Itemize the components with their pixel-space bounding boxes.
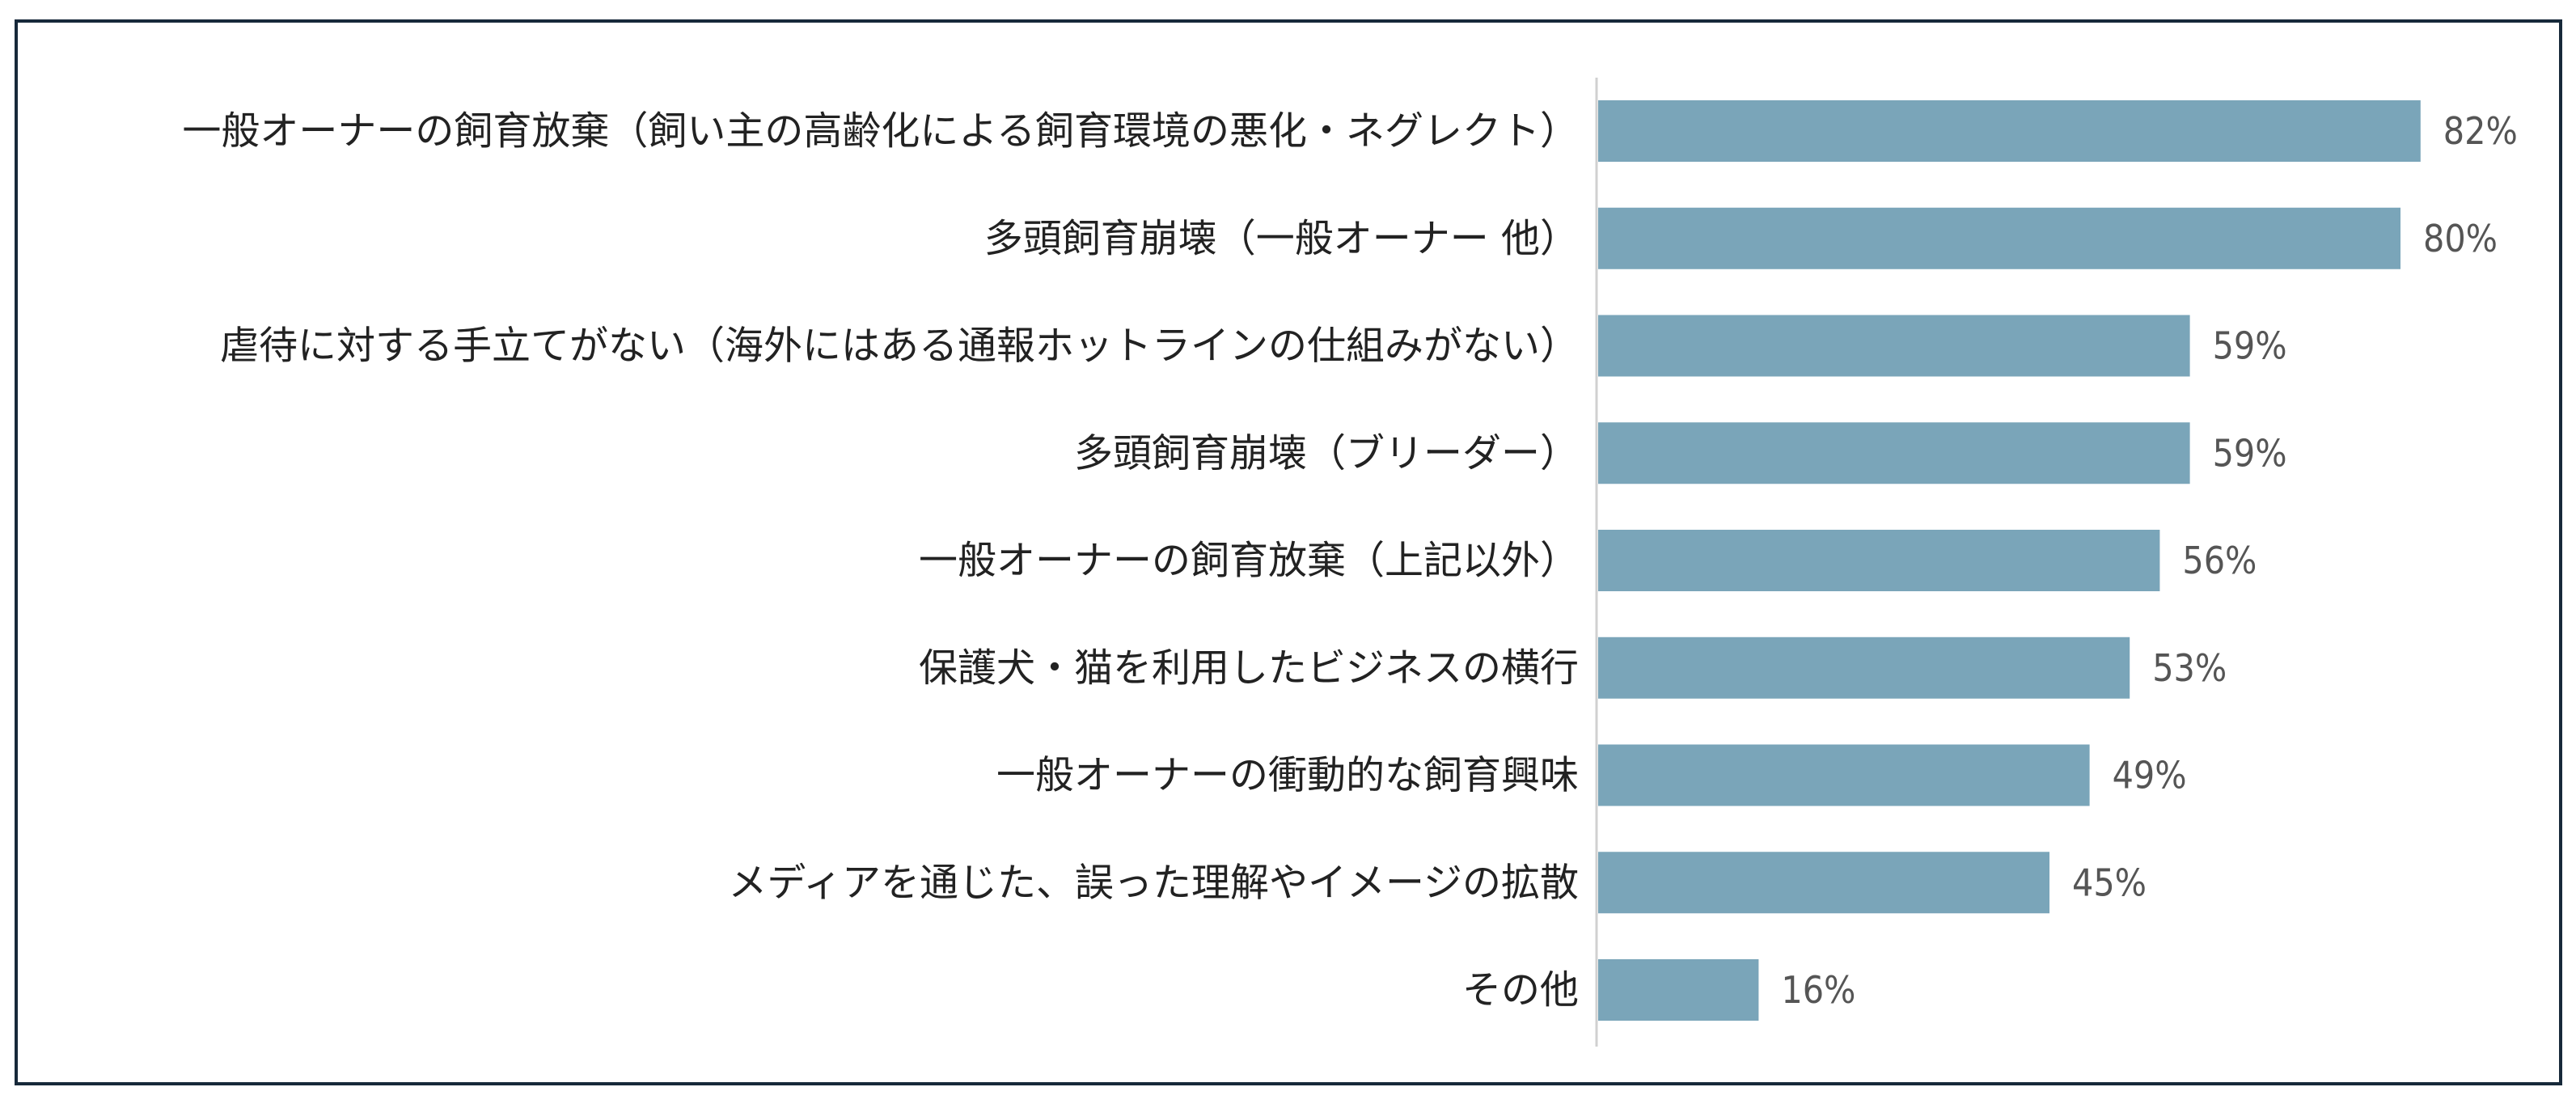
bar-row: 虐待に対する手立てがない（海外にはある通報ホットラインの仕組みがない） 59% (220, 315, 2287, 377)
value-label: 82% (2443, 109, 2518, 153)
category-label: 多頭飼育崩壊（一般オーナー 他） (984, 216, 1579, 261)
bar-row: メディアを通じた、誤った理解やイメージの拡散 45% (728, 852, 2147, 914)
value-label: 59% (2213, 324, 2287, 368)
bar-row: 保護犬・猫を利用したビジネスの横行 53% (919, 637, 2227, 699)
bar-row: 一般オーナーの衝動的な飼育興味 49% (996, 744, 2187, 806)
category-label: 多頭飼育崩壊（ブリーダー） (1074, 430, 1579, 476)
value-label: 56% (2182, 539, 2257, 582)
bar-row: 一般オーナーの飼育放棄（上記以外） 56% (919, 530, 2257, 591)
bar (1598, 637, 2130, 699)
category-label: メディアを通じた、誤った理解やイメージの拡散 (728, 860, 1579, 905)
value-label: 45% (2072, 861, 2147, 904)
bar (1598, 852, 2049, 914)
bar-row: その他 16% (1462, 959, 1855, 1021)
category-label: 一般オーナーの飼育放棄（上記以外） (919, 538, 1579, 583)
value-label: 49% (2113, 754, 2187, 797)
bar (1598, 744, 2090, 806)
value-label: 59% (2213, 431, 2287, 475)
bar (1598, 207, 2400, 269)
bar (1598, 315, 2190, 377)
value-label: 53% (2152, 646, 2227, 690)
bar (1598, 100, 2421, 162)
bar (1598, 422, 2190, 484)
chart-frame: 一般オーナーの飼育放棄（飼い主の高齢化による飼育環境の悪化・ネグレクト） 82% 多… (15, 19, 2562, 1085)
category-label: その他 (1462, 967, 1579, 1013)
bar-chart: 一般オーナーの飼育放棄（飼い主の高齢化による飼育環境の悪化・ネグレクト） 82% 多… (182, 78, 2518, 1047)
category-label: 虐待に対する手立てがない（海外にはある通報ホットラインの仕組みがない） (220, 324, 1579, 369)
bar-row: 多頭飼育崩壊（ブリーダー） 59% (1074, 422, 2287, 484)
value-label: 80% (2423, 217, 2498, 260)
category-label: 一般オーナーの飼育放棄（飼い主の高齢化による飼育環境の悪化・ネグレクト） (182, 108, 1579, 154)
category-label: 一般オーナーの衝動的な飼育興味 (996, 753, 1579, 798)
category-label: 保護犬・猫を利用したビジネスの横行 (919, 645, 1579, 691)
value-label: 16% (1781, 968, 1855, 1012)
bar-row: 一般オーナーの飼育放棄（飼い主の高齢化による飼育環境の悪化・ネグレクト） 82% (182, 100, 2518, 162)
bar (1598, 959, 1759, 1021)
bar (1598, 530, 2160, 591)
bar-row: 多頭飼育崩壊（一般オーナー 他） 80% (984, 207, 2498, 269)
